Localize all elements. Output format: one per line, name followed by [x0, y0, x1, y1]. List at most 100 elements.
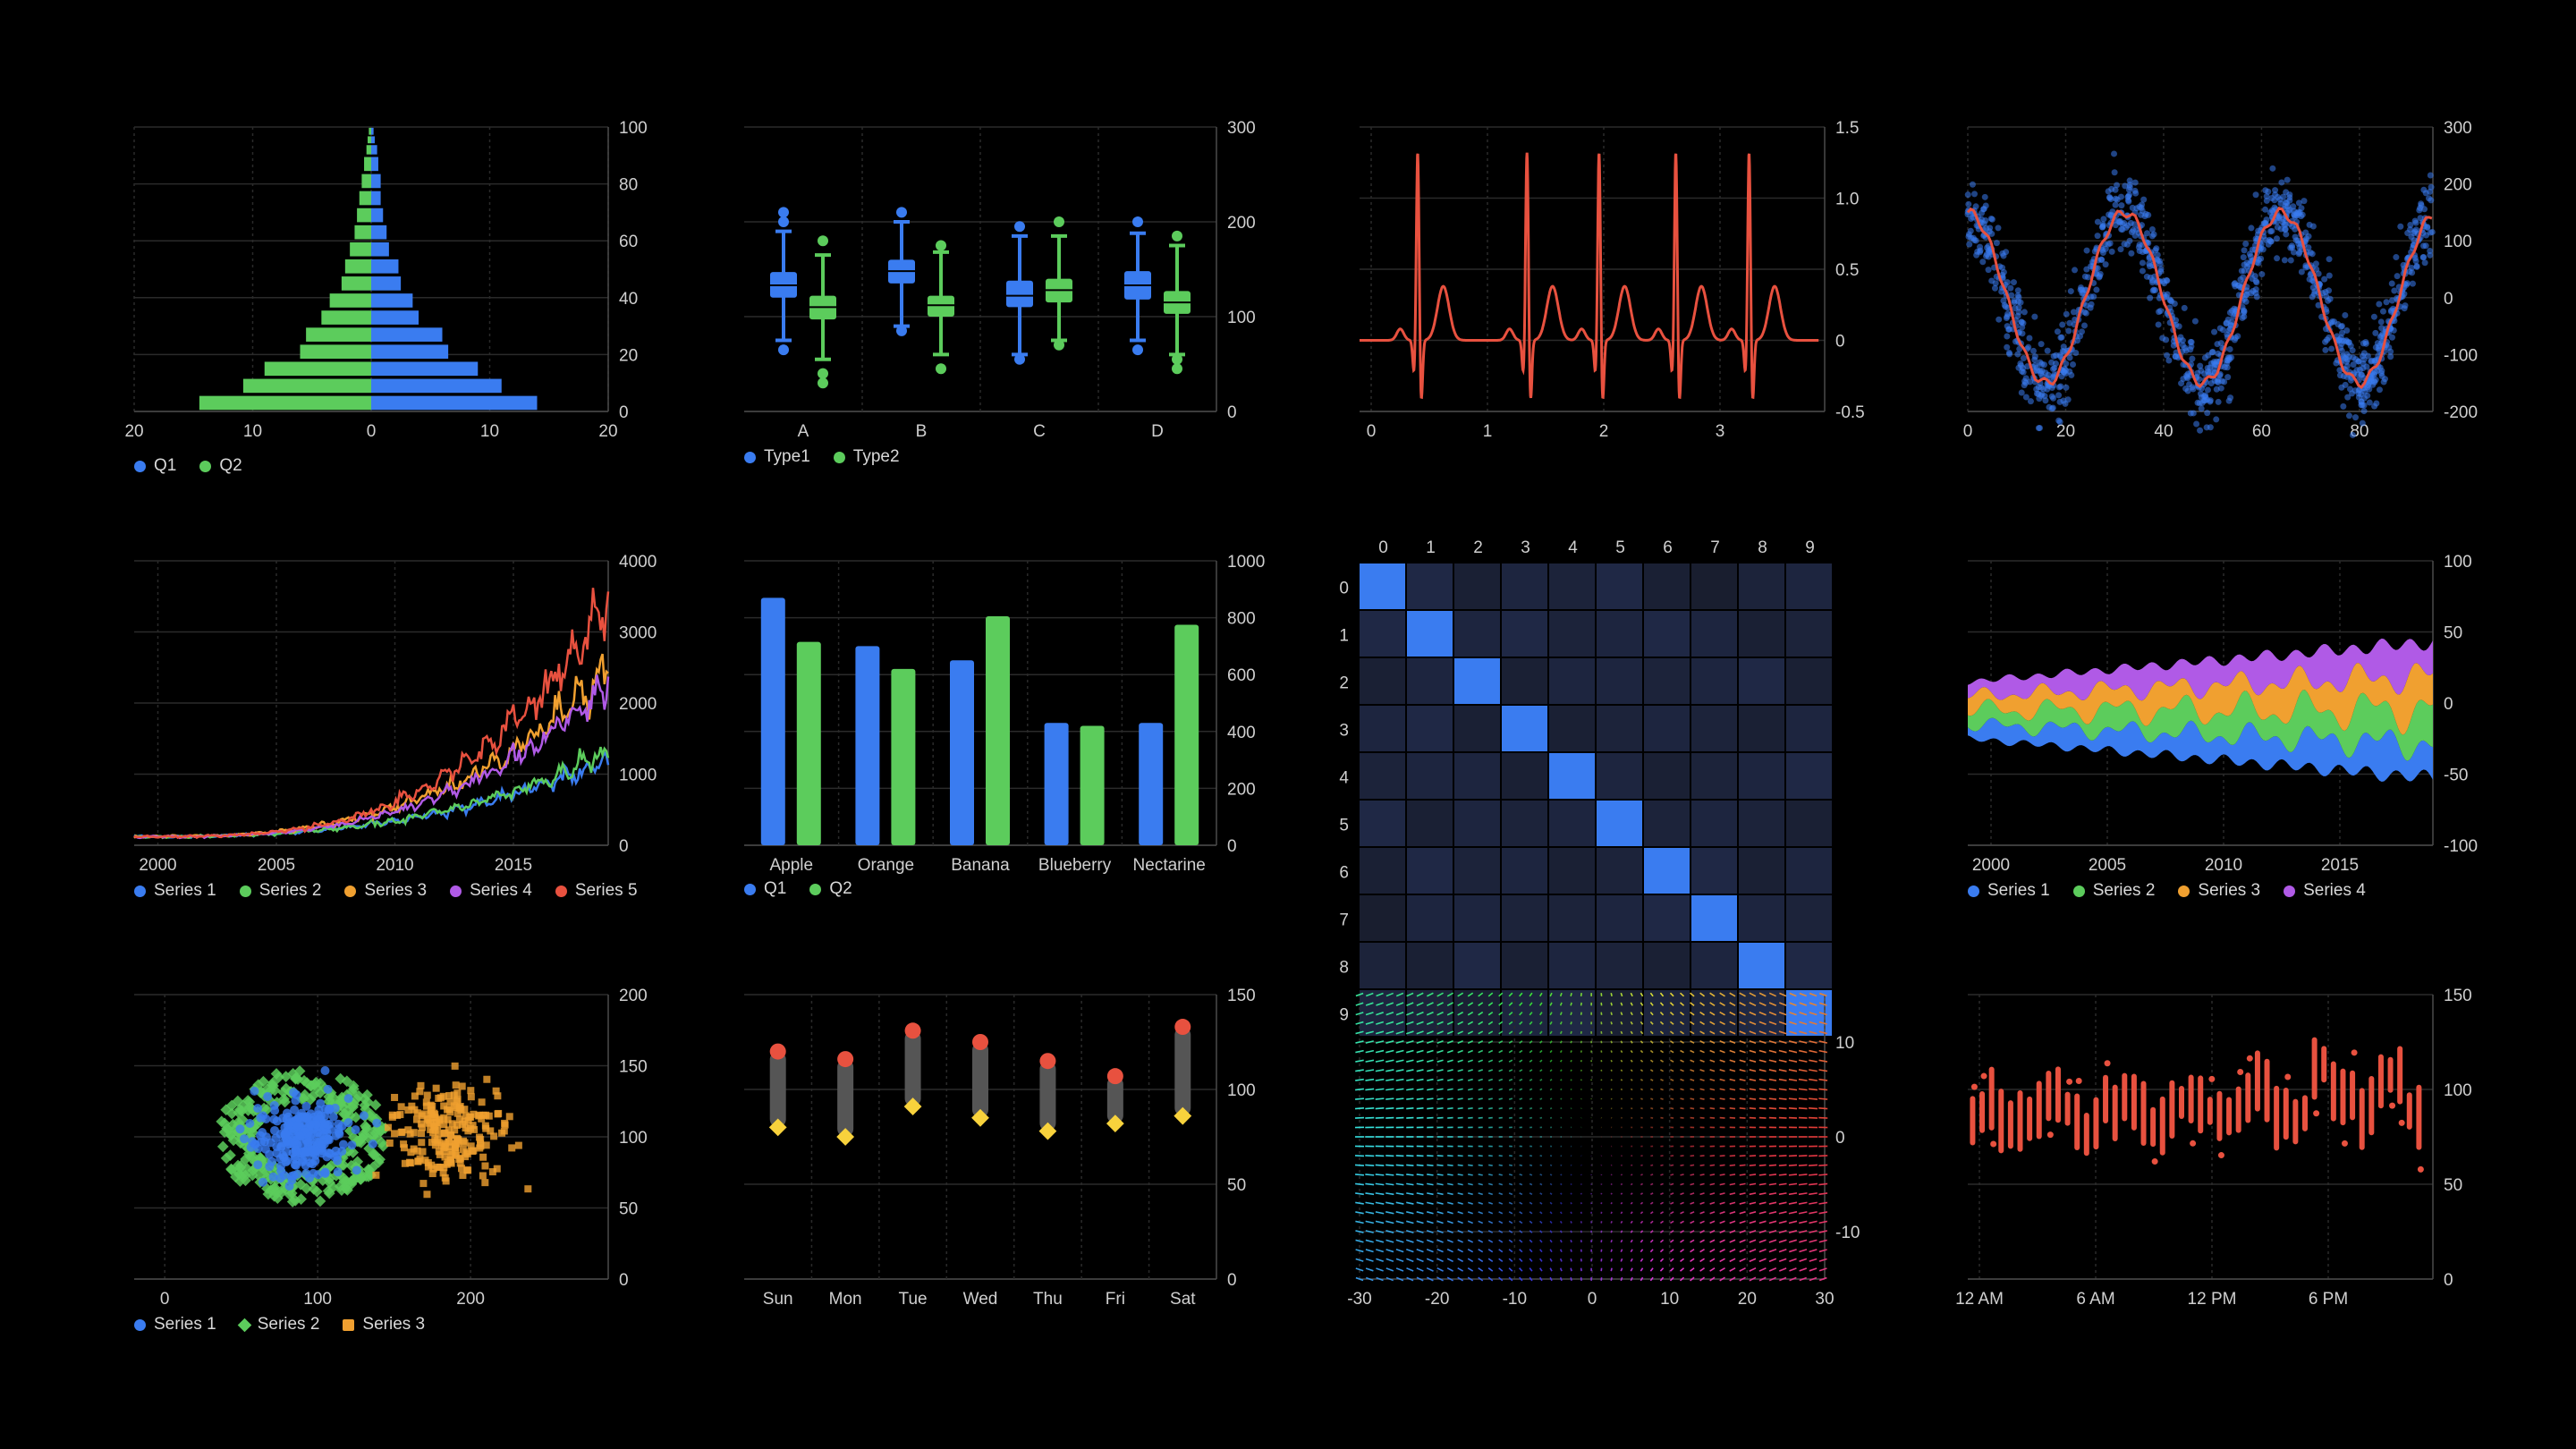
- vector-arrow: [1690, 1201, 1695, 1205]
- vector-arrow: [1436, 1230, 1444, 1233]
- vector-arrow: [1719, 1011, 1725, 1016]
- data-point: [459, 1120, 467, 1128]
- vector-arrow: [1416, 1230, 1424, 1233]
- data-point: [2387, 348, 2394, 355]
- outlier-point: [1014, 353, 1025, 365]
- vector-arrow: [1446, 1258, 1453, 1263]
- vector-arrow: [1467, 992, 1474, 997]
- vector-arrow: [1690, 992, 1695, 997]
- data-point: [2391, 287, 2398, 294]
- vector-arrow: [1478, 1276, 1484, 1282]
- vector-arrow: [1467, 1002, 1474, 1006]
- vector-arrow: [1426, 1011, 1434, 1016]
- data-point: [1988, 230, 1996, 237]
- vector-arrow: [1539, 1192, 1543, 1196]
- data-point: [2306, 221, 2313, 228]
- vector-arrow: [1406, 1174, 1414, 1176]
- data-point: [2062, 400, 2069, 407]
- vector-arrow: [1768, 1201, 1777, 1205]
- data-point: [2373, 400, 2380, 407]
- data-point: [276, 1142, 286, 1152]
- data-point: [413, 1147, 421, 1155]
- data-point: [2290, 249, 2297, 256]
- data-point: [2339, 329, 2346, 336]
- data-point: [2152, 286, 2159, 293]
- data-point: [404, 1126, 412, 1134]
- vector-arrow: [1620, 1107, 1623, 1110]
- y-tick-label: 0: [1227, 403, 1237, 422]
- legend-item-series-5: Series 5: [555, 881, 638, 901]
- bar-q1: [371, 145, 377, 155]
- data-point: [2022, 379, 2029, 386]
- vector-arrow: [1549, 1040, 1553, 1044]
- legend-item-q1: Q1: [134, 456, 176, 476]
- vector-arrow: [1457, 1220, 1463, 1224]
- data-point: [2094, 233, 2101, 240]
- vector-arrow: [1768, 1002, 1777, 1006]
- vector-arrow: [1446, 1211, 1453, 1215]
- data-point: [501, 1119, 509, 1127]
- y-tick-label: 8: [1339, 959, 1349, 978]
- range-dot: [2237, 1068, 2244, 1075]
- vector-arrow: [1395, 1239, 1404, 1243]
- vector-arrow: [1395, 1021, 1404, 1025]
- vector-arrow: [1670, 1059, 1674, 1063]
- vector-arrow: [1478, 1239, 1484, 1243]
- vector-arrow: [1538, 1258, 1543, 1262]
- vector-arrow: [1768, 1182, 1777, 1186]
- data-point: [2155, 321, 2162, 328]
- data-point: [2263, 197, 2270, 204]
- vector-arrow: [1680, 1201, 1684, 1205]
- data-point: [466, 1124, 474, 1132]
- legend-item-series-4: Series 4: [2284, 881, 2366, 901]
- y-tick-label: 0: [619, 1271, 629, 1290]
- vector-arrow: [1649, 1211, 1654, 1215]
- vector-arrow: [1427, 1182, 1434, 1186]
- data-point: [487, 1127, 495, 1135]
- data-point: [2326, 256, 2333, 263]
- vector-arrow: [1659, 1258, 1665, 1262]
- vector-arrow: [1549, 1069, 1553, 1072]
- vector-arrow: [1768, 992, 1776, 997]
- data-point: [467, 1142, 475, 1150]
- bar: [891, 668, 916, 845]
- vector-arrow: [1729, 1002, 1736, 1007]
- vector-arrow: [1355, 1192, 1364, 1196]
- data-point: [524, 1185, 532, 1193]
- data-point: [423, 1116, 431, 1124]
- vector-arrow: [1709, 1049, 1716, 1054]
- data-point: [441, 1140, 449, 1148]
- vector-arrow: [1406, 1211, 1414, 1215]
- data-point: [2014, 351, 2021, 358]
- data-point: [2050, 365, 2057, 372]
- heatmap-cell: [1454, 611, 1500, 657]
- vector-arrow: [1436, 1258, 1444, 1263]
- vector-arrow: [1427, 1059, 1434, 1063]
- vector-arrow: [1768, 1192, 1777, 1196]
- vector-arrow: [1519, 1267, 1523, 1272]
- data-point: [493, 1165, 501, 1173]
- vector-arrow: [1406, 1002, 1414, 1006]
- vector-arrow: [1478, 1258, 1484, 1263]
- heatmap-cell: [1691, 848, 1737, 894]
- vector-arrow: [1498, 1230, 1504, 1233]
- data-point: [2354, 371, 2361, 378]
- data-point: [2027, 398, 2034, 405]
- data-point: [227, 1118, 239, 1131]
- vector-arrow: [1649, 1040, 1654, 1044]
- data-point: [2108, 248, 2115, 255]
- legend-swatch-q1: [744, 883, 756, 895]
- vector-arrow: [1478, 1182, 1483, 1186]
- vector-arrow: [1749, 1220, 1757, 1224]
- y-tick-label: -0.5: [1835, 403, 1865, 422]
- data-point: [2139, 259, 2146, 267]
- y-tick-label: 800: [1227, 610, 1256, 629]
- vector-arrow: [1446, 1201, 1453, 1205]
- vector-arrow: [1758, 1069, 1767, 1072]
- vector-arrow: [1446, 1276, 1454, 1282]
- vector-arrow: [1457, 1239, 1463, 1243]
- vector-arrow: [1620, 1040, 1623, 1044]
- x-tick-label: 20: [598, 422, 617, 441]
- vector-arrow: [1570, 1249, 1572, 1252]
